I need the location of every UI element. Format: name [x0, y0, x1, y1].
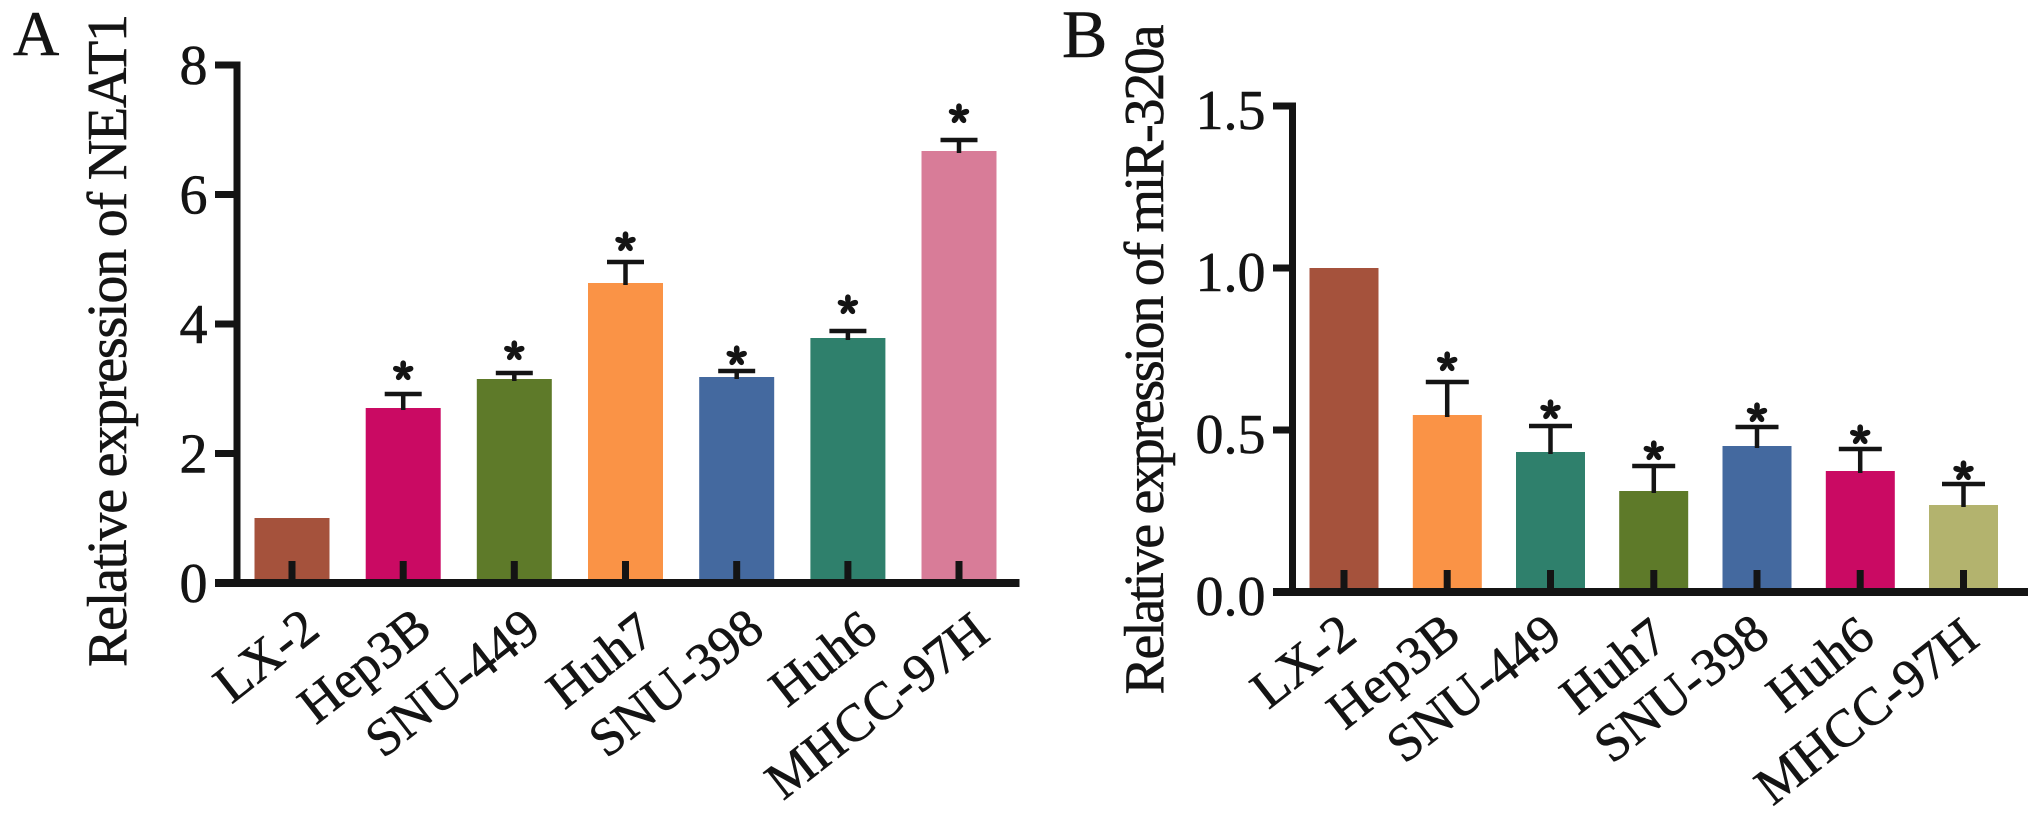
svg-text:6: 6 — [180, 165, 208, 227]
svg-text:0.5: 0.5 — [1196, 404, 1266, 466]
svg-text:Relative expression of miR-320: Relative expression of miR-320a — [1114, 24, 1176, 694]
svg-text:8: 8 — [180, 35, 208, 97]
svg-text:0.0: 0.0 — [1196, 566, 1266, 628]
svg-text:A: A — [13, 0, 59, 69]
svg-text:B: B — [1062, 0, 1107, 72]
svg-text:2: 2 — [180, 424, 208, 486]
svg-text:1.0: 1.0 — [1196, 242, 1266, 304]
svg-text:0: 0 — [180, 553, 208, 615]
svg-text:1.5: 1.5 — [1196, 80, 1266, 142]
svg-text:4: 4 — [180, 294, 208, 356]
svg-text:Relative expression of NEAT1: Relative expression of NEAT1 — [77, 14, 139, 667]
